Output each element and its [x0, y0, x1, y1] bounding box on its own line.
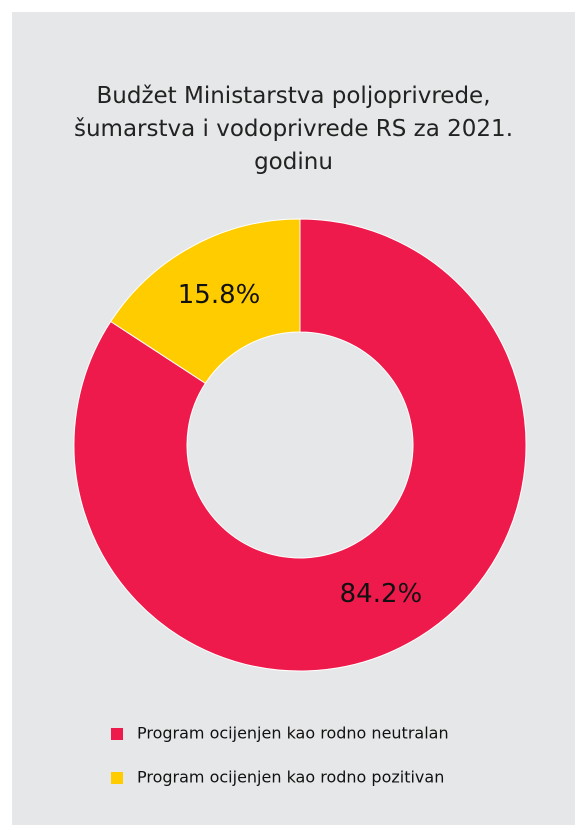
donut-segment: [110, 218, 301, 384]
donut-segment: [73, 218, 527, 672]
legend-label: Program ocijenjen kao rodno neutralan: [137, 724, 449, 743]
legend-swatch: [111, 772, 123, 784]
legend-label: Program ocijenjen kao rodno pozitivan: [137, 768, 444, 787]
legend-swatch: [111, 728, 123, 740]
data-label: 84.2%: [340, 579, 423, 609]
chart-title: Budžet Ministarstva poljoprivrede, šumar…: [73, 83, 514, 175]
data-label: 15.8%: [178, 280, 261, 310]
